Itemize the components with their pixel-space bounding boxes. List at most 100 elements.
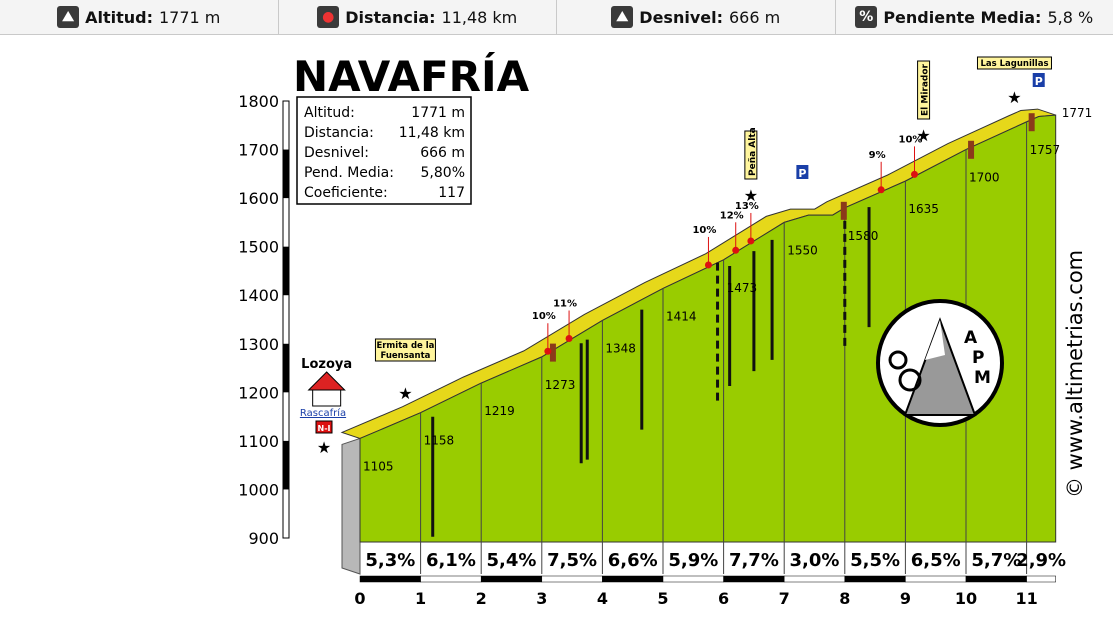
km-strip [420,575,482,583]
segment-gradient-label: 6,1% [426,550,476,571]
parking-icon-label: P [1035,75,1043,88]
segment-gradient-label: 5,9% [668,550,718,571]
y-tick-label: 1400 [238,286,279,305]
km-altitude-label: 1158 [424,434,455,448]
place-label: Ermita de la [376,341,434,351]
altitude-axis: 900 1000 1100 1200 1300 1400 1500 1600 1700 1800 [238,92,290,548]
stat-elevation-gain: ⛰ Desnivel: 666 m [557,0,836,34]
poi-star-icon: ★ [398,384,412,403]
info-box-value: 666 m [420,145,465,161]
km-altitude-label: 1105 [363,459,394,473]
road-sign [315,420,333,434]
mountain-icon: ⛰ [611,6,634,28]
y-tick-label: 1800 [238,92,279,111]
altitude-scale-bar [282,100,290,539]
poi-star-icon: ★ [317,438,331,457]
km-altitude-label: 1414 [666,309,697,323]
info-box: Altitud: 1771 m Distancia: 11,48 km Desnivel… [296,96,472,205]
km-strip [723,575,785,583]
info-box-value: 11,48 km [399,125,465,141]
profile-area [340,108,1057,575]
place-tag [917,60,931,120]
stat-elevation-gain-label: Desnivel: [639,7,723,27]
info-box-value: 117 [438,185,465,201]
segment-gradient-label: 3,0% [790,550,840,571]
km-altitude-label: 1550 [787,243,818,257]
town-icon [307,371,346,391]
town-icon [312,389,342,407]
marker-post [1028,113,1035,132]
km-strip [602,575,664,583]
stat-avg-gradient-label: Pendiente Media: [883,7,1042,27]
place-label: Lozoya [301,357,352,372]
y-tick-label: 1200 [238,383,279,402]
stat-distance-value: 11,48 km [441,7,518,27]
y-tick-label: 1300 [238,335,279,354]
grade-point-label: 11% [553,299,577,310]
grade-point-label: 10% [692,225,716,236]
segment-gradient-label: 5,3% [365,550,415,571]
place-label: El Mirador [921,63,931,116]
x-tick-label: 4 [597,589,608,608]
stat-distance-label: Distancia: [345,7,436,27]
poi-star-icon: ★ [744,186,758,205]
chart-title: NAVAFRÍA [293,51,530,101]
place-label: Las Lagunillas [980,59,1048,69]
info-box-value: 5,80% [421,165,465,181]
y-tick-label: 1000 [238,480,279,499]
x-tick-label: 10 [955,589,977,608]
altitude-scale-band [283,149,289,199]
x-tick-label: 7 [779,589,790,608]
x-tick-label: 0 [354,589,365,608]
stat-altitude-value: 1771 m [159,7,221,27]
km-altitude-label: 1348 [605,341,636,355]
grade-point-label: 9% [869,150,886,161]
percent-icon: % [855,6,878,28]
place-tag [374,338,436,362]
info-box-label: Coeficiente: [304,185,388,201]
info-box-label: Distancia: [304,125,374,141]
poi-star-icon: ★ [916,126,930,145]
route-icon: ● [317,6,340,28]
km-altitude-label: 1219 [484,404,515,418]
segment-gradient-label: 2,9% [1016,550,1066,571]
km-strip [662,575,724,583]
road-sign-label: N-I [318,424,331,433]
km-strip [1026,575,1056,583]
marker-post [840,201,847,220]
km-strip [905,575,967,583]
km-altitude-label: 1700 [969,171,1000,185]
place-tag [744,130,758,180]
profile-side [341,437,361,575]
stat-avg-gradient-value: 5,8 % [1047,7,1094,27]
altitude-scale-band [283,343,289,393]
km-strip [783,575,846,583]
mountain-icon: ⛰ [57,6,80,28]
km-strip [844,575,906,583]
x-tick-label: 9 [900,589,911,608]
stat-distance: ● Distancia: 11,48 km [279,0,557,34]
segment-gradient-label: 6,5% [911,550,961,571]
elevation-profile-chart: 900 1000 1100 1200 1300 1400 1500 1600 1700 1 8 00 … [238,51,1092,608]
info-box-label: Altitud: [304,105,355,121]
y-tick-label: 1500 [238,238,279,257]
km-strip [359,575,421,583]
place-tag [976,56,1052,70]
parking-icon [796,165,809,179]
segment-gradient-label: 5,4% [487,550,537,571]
km-altitude-label: 1757 [1030,143,1061,157]
place-label: Fuensanta [380,351,430,361]
segment-gradient-label: 5,5% [850,550,900,571]
altitude-scale-band [283,440,289,490]
segment-gradient-label: 7,5% [547,550,597,571]
parking-icon-label: P [798,167,806,180]
grade-point-label: 10% [899,134,923,145]
profile-marks: 0 1 2 3 4 5 6 7 8 9 10 11 5,3% 6,1% 5,4% 7,5% 6,6% 5,9% 7,… [354,113,1066,608]
grade-point-label: 13% [735,201,759,212]
watermark: © www.altimetrias.com [1063,250,1087,498]
x-tick-label: 6 [718,589,729,608]
info-box-label: Desnivel: [304,145,369,161]
km-altitude-label: 1580 [848,229,879,243]
